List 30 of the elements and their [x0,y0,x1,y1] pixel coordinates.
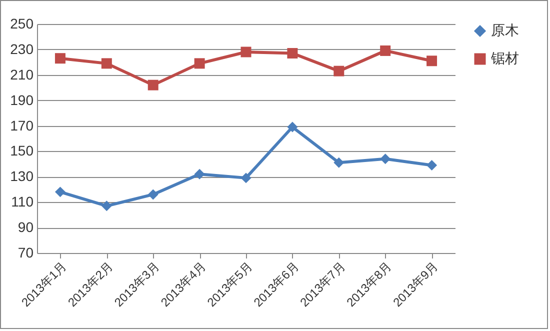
point [426,160,438,170]
legend-label: 锯材 [490,50,519,66]
point [148,189,158,200]
point [334,66,344,76]
point [194,58,205,69]
point [54,186,66,198]
y-tick-label: 210 [10,66,34,82]
legend-label: 原木 [491,22,519,38]
y-tick-label: 250 [10,16,34,32]
y-tick-label: 170 [10,117,34,134]
point [287,48,298,59]
point [101,58,112,69]
point [101,200,112,212]
y-tick-label: 190 [10,92,34,108]
point [334,157,344,168]
point [380,45,391,56]
y-tick-label: 150 [10,142,34,159]
y-tick-label: 110 [11,194,34,210]
point [148,80,158,90]
y-tick-label: 90 [18,219,34,236]
point [380,154,391,164]
point [240,172,252,184]
point [426,56,438,66]
point [54,53,66,64]
point [240,46,252,58]
point [194,168,205,180]
point [287,122,298,132]
y-tick-label: 230 [10,40,34,57]
y-tick-label: 130 [10,168,34,184]
y-tick-label: 70 [18,244,34,260]
